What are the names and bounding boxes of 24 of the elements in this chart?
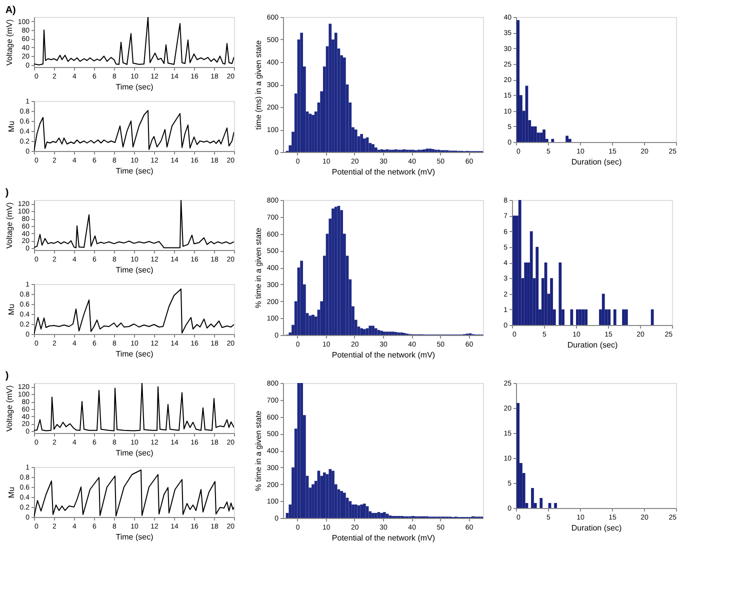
x-axis-title: Time (sec) bbox=[116, 448, 154, 458]
x-axis-title: Time (sec) bbox=[116, 166, 154, 176]
y-axis-title: Mu bbox=[6, 120, 16, 132]
x-axis-title: Duration (sec) bbox=[567, 340, 618, 350]
x-axis-title: Duration (sec) bbox=[571, 158, 622, 166]
y-axis-title: Voltage (mV) bbox=[4, 385, 14, 432]
chart-title: ) bbox=[5, 370, 9, 382]
x-axis-title: Time (sec) bbox=[116, 532, 154, 542]
x-axis-title: Duration (sec) bbox=[571, 524, 622, 532]
y-axis-title: Voltage (mV) bbox=[4, 19, 14, 66]
y-axis-title: Voltage (mV) bbox=[4, 202, 14, 249]
x-axis-title: Time (sec) bbox=[116, 350, 154, 358]
x-axis-title: Potential of the network (mV) bbox=[332, 350, 436, 360]
x-axis-title: Potential of the network (mV) bbox=[332, 168, 436, 176]
x-axis-title: Time (sec) bbox=[116, 266, 154, 274]
chart-title: A) bbox=[5, 5, 16, 16]
y-axis-title: % time in a given state bbox=[254, 227, 263, 308]
y-axis-title: Mu bbox=[6, 486, 16, 498]
chart-title: ) bbox=[5, 188, 9, 199]
y-axis-title: % time in a given state bbox=[254, 410, 263, 492]
x-axis-title: Potential of the network (mV) bbox=[332, 534, 436, 542]
x-axis-title: Time (sec) bbox=[116, 82, 154, 92]
y-axis-title: Mu bbox=[6, 304, 16, 316]
y-axis-title: time (ms) in a given state bbox=[254, 40, 263, 130]
